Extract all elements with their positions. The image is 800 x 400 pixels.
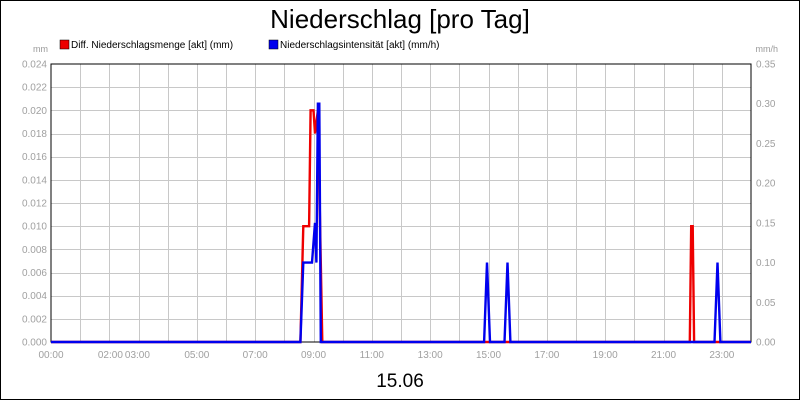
- left-tick-label: 0.018: [22, 129, 47, 140]
- legend-swatch-intensitaet: [268, 39, 279, 50]
- x-tick-label: 02:00: [98, 350, 123, 361]
- right-tick-label: 0.35: [756, 60, 776, 71]
- legend-swatch-menge: [59, 39, 70, 50]
- left-tick-label: 0.002: [22, 314, 47, 325]
- chart-title: Niederschlag [pro Tag]: [270, 4, 530, 34]
- x-tick-label: 03:00: [125, 350, 150, 361]
- right-tick-label: 0.15: [756, 218, 776, 229]
- x-axis: 00:00 02:00 03:00 05:00 07:00 09:00 11:00 13:00…: [38, 350, 734, 361]
- x-tick-label: 00:00: [38, 350, 63, 361]
- x-tick-label: 09:00: [301, 350, 326, 361]
- x-tick-label: 05:00: [184, 350, 209, 361]
- right-tick-label: 0.25: [756, 139, 776, 150]
- left-tick-label: 0.022: [22, 83, 47, 94]
- left-tick-label: 0.010: [22, 222, 47, 233]
- right-axis-unit: mm/h: [756, 44, 779, 54]
- series-line-niederschlagsintensitaet: [51, 102, 751, 344]
- legend-label-intensitaet: Niederschlagsintensität [akt] (mm/h): [280, 40, 440, 51]
- right-tick-label: 0.00: [756, 338, 776, 349]
- left-tick-label: 0.014: [22, 175, 47, 186]
- x-tick-label: 23:00: [709, 350, 734, 361]
- legend: Diff. Niederschlagsmenge [akt] (mm) Nied…: [59, 39, 440, 51]
- left-tick-label: 0.016: [22, 152, 47, 163]
- right-axis: 0.00 0.05 0.10 0.15 0.20 0.25 0.30 0.35: [756, 60, 776, 349]
- x-tick-label: 15:00: [476, 350, 501, 361]
- date-label: 15.06: [376, 371, 424, 392]
- right-tick-label: 0.20: [756, 179, 776, 190]
- left-tick-label: 0.004: [22, 291, 47, 302]
- x-tick-label: 21:00: [651, 350, 676, 361]
- left-tick-label: 0.008: [22, 245, 47, 256]
- right-tick-label: 0.30: [756, 99, 776, 110]
- x-tick-label: 13:00: [418, 350, 443, 361]
- left-tick-label: 0.000: [22, 338, 47, 349]
- grid: [51, 64, 751, 342]
- legend-label-menge: Diff. Niederschlagsmenge [akt] (mm): [71, 40, 233, 51]
- right-tick-label: 0.05: [756, 298, 776, 309]
- x-tick-label: 19:00: [593, 350, 618, 361]
- left-tick-label: 0.024: [22, 60, 47, 71]
- x-tick-label: 07:00: [243, 350, 268, 361]
- right-tick-label: 0.10: [756, 258, 776, 269]
- left-tick-label: 0.006: [22, 268, 47, 279]
- series-line-niederschlagsmenge: [51, 109, 751, 344]
- left-tick-label: 0.012: [22, 199, 47, 210]
- left-axis-unit: mm: [33, 44, 48, 54]
- series-layer: [51, 102, 751, 344]
- x-tick-label: 17:00: [534, 350, 559, 361]
- left-tick-label: 0.020: [22, 106, 47, 117]
- x-tick-label: 11:00: [360, 350, 385, 361]
- left-axis: 0.000 0.002 0.004 0.006 0.008 0.010 0.012 0.014…: [22, 60, 47, 349]
